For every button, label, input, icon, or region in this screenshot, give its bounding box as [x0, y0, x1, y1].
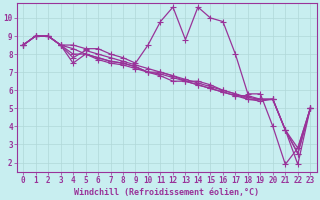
X-axis label: Windchill (Refroidissement éolien,°C): Windchill (Refroidissement éolien,°C) [74, 188, 259, 197]
